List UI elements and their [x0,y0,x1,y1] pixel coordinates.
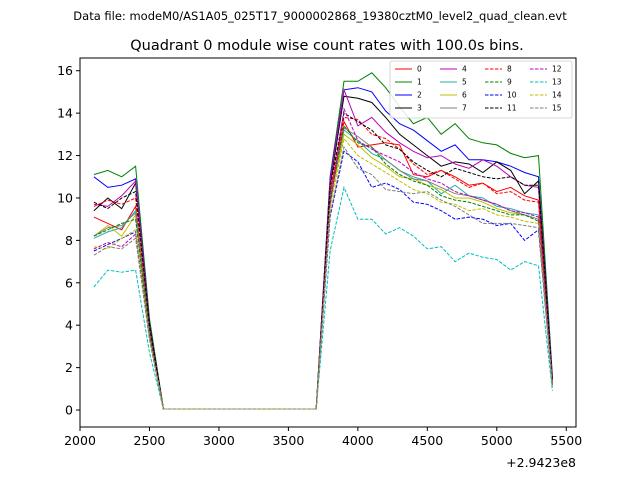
legend-label-15: 15 [552,104,562,113]
y-tick-label: 8 [65,233,73,248]
legend-label-9: 9 [507,78,512,87]
x-tick-label: 4500 [411,433,443,448]
legend-label-6: 6 [462,91,467,100]
legend-label-14: 14 [552,91,562,100]
legend-label-13: 13 [552,78,562,87]
legend-label-3: 3 [417,104,422,113]
series-line-8 [93,116,553,410]
legend-label-4: 4 [462,65,467,74]
series-line-14 [93,137,553,410]
y-tick-label: 16 [57,63,73,78]
series-line-6 [93,133,553,410]
series-line-15 [93,145,553,410]
series-layer [93,72,553,410]
x-tick-label: 2500 [134,433,166,448]
series-line-13 [93,185,553,410]
series-line-7 [93,127,553,410]
data-file-label: Data file: modeM0/AS1A05_025T17_90000028… [73,9,567,23]
y-tick-label: 4 [65,318,73,333]
chart-title: Quadrant 0 module wise count rates with … [130,38,524,54]
legend-label-10: 10 [507,91,517,100]
ticks-layer: 2000 2500 3000 3500 4000 4500 5000 550002468101… [57,63,582,448]
x-tick-label: 3500 [272,433,304,448]
x-tick-label: 5500 [550,433,582,448]
legend-label-1: 1 [417,78,422,87]
legend-box [389,60,573,119]
x-tick-label: 3000 [203,433,235,448]
series-line-11 [93,112,553,410]
legend-label-5: 5 [462,78,467,87]
legend-label-0: 0 [417,65,422,74]
x-tick-label: 5000 [481,433,513,448]
series-line-0 [93,120,553,410]
y-tick-label: 0 [65,403,73,418]
x-tick-label: 2000 [64,433,96,448]
x-offset-label: +2.9423e8 [506,455,576,470]
legend-label-8: 8 [507,65,512,74]
legend-label-11: 11 [507,104,517,113]
legend-label-12: 12 [552,65,562,74]
legend-label-7: 7 [462,104,467,113]
series-line-4 [93,87,553,410]
series-line-2 [93,87,553,410]
x-tick-label: 4000 [342,433,374,448]
series-line-1 [93,72,553,410]
y-tick-label: 14 [57,106,73,121]
y-tick-label: 6 [65,275,73,290]
y-tick-label: 12 [57,148,73,163]
legend-label-2: 2 [417,91,422,100]
y-tick-label: 10 [57,190,73,205]
axes-frame [79,57,577,428]
series-line-9 [93,124,553,410]
series-line-12 [93,107,553,410]
series-line-10 [93,150,553,410]
y-tick-label: 2 [65,360,73,375]
